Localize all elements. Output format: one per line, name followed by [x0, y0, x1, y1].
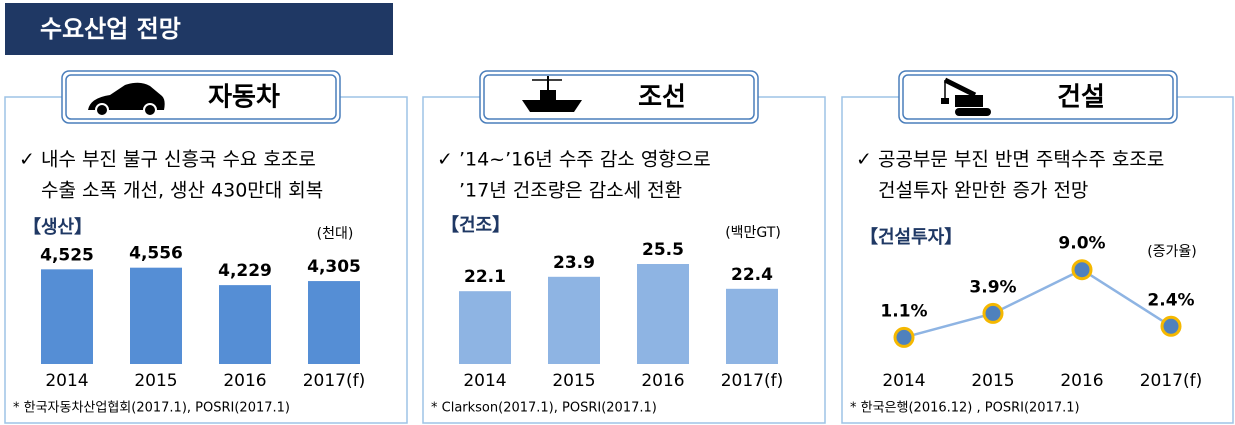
value-label: 4,305: [307, 257, 361, 277]
x-tick-label: 2014: [463, 371, 506, 391]
value-label: 22.1: [464, 267, 506, 287]
x-tick-label: 2014: [45, 371, 88, 391]
x-tick-label: 2017(f): [1140, 371, 1203, 391]
panel-title: 조선: [638, 83, 686, 113]
x-tick-label: 2015: [971, 371, 1014, 391]
x-tick-label: 2017(f): [721, 371, 784, 391]
description: ✓ 내수 부진 불구 신흥국 수요 호조로: [19, 149, 316, 171]
value-label: 4,556: [129, 244, 183, 264]
bar: [637, 264, 689, 364]
header-box: [5, 3, 393, 55]
icons: [88, 76, 991, 117]
bar: [459, 291, 511, 364]
bar: [548, 276, 600, 364]
marker: [1160, 315, 1182, 337]
x-tick-label: 2017(f): [303, 371, 366, 391]
value-label: 9.0%: [1058, 234, 1105, 254]
tab-inner: [483, 74, 755, 120]
panel-title: 건설: [1057, 83, 1105, 113]
chart-title: 【건조】: [441, 215, 510, 236]
x-tick-label: 2016: [1060, 371, 1103, 391]
x-tick-label: 2015: [552, 371, 595, 391]
bar: [130, 267, 182, 364]
unit-label: (백만GT): [725, 225, 781, 241]
marker: [1071, 259, 1093, 281]
description: 수출 소폭 개선, 생산 430만대 회복: [41, 180, 323, 202]
unit-label: (증가율): [1147, 244, 1197, 260]
description: ’17년 건조량은 감소세 전환: [459, 180, 682, 202]
description: 건설투자 완만한 증가 전망: [878, 180, 1088, 202]
x-tick-label: 2016: [641, 371, 684, 391]
x-tick-label: 2016: [223, 371, 266, 391]
value-label: 2.4%: [1147, 290, 1194, 310]
value-label: 4,525: [40, 245, 94, 265]
description: ✓ ’14~’16년 수주 감소 영향으로: [437, 149, 711, 171]
line: [903, 268, 1172, 339]
marker: [982, 302, 1004, 324]
x-tick-label: 2015: [134, 371, 177, 391]
chart-title: 【생산】: [23, 217, 92, 238]
x-tick-label: 2014: [882, 371, 925, 391]
tab-inner: [902, 74, 1174, 120]
source: * 한국은행(2016.12) , POSRI(2017.1): [850, 400, 1080, 416]
unit-label: (천대): [317, 226, 354, 242]
source: * Clarkson(2017.1), POSRI(2017.1): [431, 401, 657, 416]
value-label: 4,229: [218, 261, 272, 281]
value-label: 3.9%: [969, 277, 1016, 297]
chart-title: 【건설투자】: [860, 227, 962, 248]
bar: [41, 269, 93, 364]
bar: [726, 288, 778, 364]
value-label: 25.5: [642, 240, 684, 260]
header-title: 수요산업 전망: [40, 15, 181, 43]
bar: [308, 281, 360, 364]
crane-icon: [941, 77, 991, 116]
bar: [219, 285, 271, 364]
marker: [893, 326, 915, 348]
panel-title: 자동차: [208, 83, 280, 113]
ship-icon: [522, 76, 582, 112]
value-label: 1.1%: [880, 301, 927, 321]
value-label: 23.9: [553, 253, 595, 273]
description: ✓ 공공부문 부진 반면 주택수주 호조로: [856, 149, 1164, 171]
value-label: 22.4: [731, 265, 773, 285]
car-icon: [88, 82, 165, 117]
source: * 한국자동차산업협회(2017.1), POSRI(2017.1): [13, 401, 290, 416]
